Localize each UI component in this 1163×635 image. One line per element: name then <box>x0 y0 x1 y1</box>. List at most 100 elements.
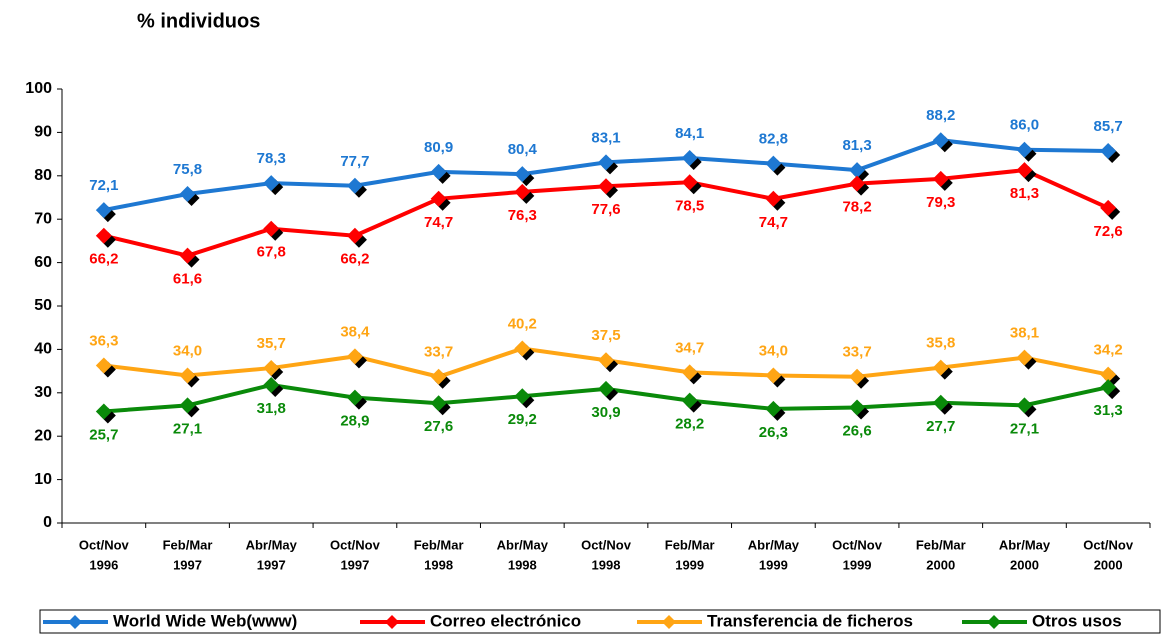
data-label: 31,3 <box>1094 402 1123 419</box>
data-label: 26,6 <box>842 423 871 440</box>
data-label: 77,6 <box>591 201 620 218</box>
data-label: 40,2 <box>508 316 537 333</box>
data-label: 38,1 <box>1010 325 1039 342</box>
data-label: 37,5 <box>591 327 620 344</box>
x-tick-label: 1998 <box>592 557 621 572</box>
data-label: 26,3 <box>759 424 788 441</box>
data-label: 74,7 <box>759 214 788 231</box>
legend-marker <box>987 615 1001 629</box>
marker <box>598 154 614 171</box>
x-tick-label: Oct/Nov <box>1083 537 1134 552</box>
marker <box>430 395 447 412</box>
marker <box>514 340 531 357</box>
marker <box>1016 397 1033 414</box>
x-tick-label: 2000 <box>926 557 955 572</box>
x-tick-label: Oct/Nov <box>581 537 632 552</box>
data-label: 81,3 <box>842 137 871 154</box>
y-tick-label: 10 <box>34 471 52 488</box>
x-tick-label: Abr/May <box>497 537 549 552</box>
marker <box>765 367 782 384</box>
y-tick-label: 20 <box>34 427 52 444</box>
marker <box>598 352 614 369</box>
data-label: 34,7 <box>675 339 704 356</box>
marker <box>1100 366 1117 383</box>
marker <box>95 357 112 374</box>
legend-box <box>39 609 1161 634</box>
marker <box>681 174 698 191</box>
x-tick-label: Oct/Nov <box>330 537 381 552</box>
marker <box>346 389 363 406</box>
data-label: 33,7 <box>842 344 871 361</box>
data-label: 35,8 <box>926 335 955 352</box>
marker <box>346 348 363 365</box>
marker <box>681 392 698 409</box>
marker <box>263 175 280 192</box>
marker <box>598 380 614 397</box>
data-label: 27,1 <box>1010 420 1039 437</box>
data-label: 34,0 <box>173 342 202 359</box>
legend-marker <box>385 615 399 629</box>
x-tick-label: Abr/May <box>246 537 298 552</box>
data-label: 36,3 <box>89 332 118 349</box>
data-label: 72,1 <box>89 177 118 194</box>
x-tick-label: 1997 <box>257 557 286 572</box>
marker <box>1100 379 1117 396</box>
data-label: 34,2 <box>1094 342 1123 359</box>
x-tick-label: 1997 <box>173 557 202 572</box>
data-label: 78,2 <box>842 199 871 216</box>
y-tick-label: 0 <box>43 514 52 531</box>
data-label: 27,7 <box>926 418 955 435</box>
marker <box>681 364 698 381</box>
x-tick-label: 1998 <box>424 557 453 572</box>
marker <box>514 183 531 200</box>
x-tick-label: Oct/Nov <box>832 537 883 552</box>
x-tick-label: 1996 <box>89 557 118 572</box>
y-tick-label: 70 <box>34 210 52 227</box>
marker <box>1016 162 1033 179</box>
marker <box>346 177 363 194</box>
data-label: 81,3 <box>1010 185 1039 202</box>
y-tick-label: 40 <box>34 341 52 358</box>
marker <box>95 403 112 420</box>
data-label: 66,2 <box>340 251 369 268</box>
legend-label: Otros usos <box>1032 611 1122 630</box>
x-tick-label: 2000 <box>1010 557 1039 572</box>
marker <box>514 388 531 405</box>
data-label: 29,2 <box>508 411 537 428</box>
data-label: 86,0 <box>1010 117 1039 134</box>
data-label: 25,7 <box>89 426 118 443</box>
data-label: 27,1 <box>173 420 202 437</box>
x-tick-label: Feb/Mar <box>163 537 213 552</box>
marker <box>1100 199 1117 216</box>
data-label: 75,8 <box>173 161 202 178</box>
y-tick-label: 100 <box>25 80 52 97</box>
marker <box>263 360 280 377</box>
y-tick-label: 80 <box>34 167 52 184</box>
data-label: 80,9 <box>424 139 453 156</box>
marker <box>849 162 866 179</box>
data-label: 34,0 <box>759 342 788 359</box>
marker <box>1016 349 1033 366</box>
marker <box>765 400 782 417</box>
marker <box>346 227 363 244</box>
data-label: 38,4 <box>340 323 370 340</box>
data-label: 27,6 <box>424 418 453 435</box>
marker <box>849 175 866 192</box>
y-tick-label: 50 <box>34 297 52 314</box>
data-label: 83,1 <box>591 129 620 146</box>
data-label: 72,6 <box>1094 223 1123 240</box>
data-label: 78,5 <box>675 197 704 214</box>
marker <box>179 397 196 414</box>
marker <box>514 166 531 183</box>
marker <box>263 220 280 237</box>
data-label: 77,7 <box>340 153 369 170</box>
data-label: 84,1 <box>675 125 704 142</box>
marker <box>179 247 196 264</box>
legend-label: Transferencia de ficheros <box>707 611 913 630</box>
y-tick-label: 90 <box>34 124 52 141</box>
chart-title: % individuos <box>137 10 260 32</box>
data-label: 76,3 <box>508 207 537 224</box>
marker <box>765 190 782 207</box>
y-tick-label: 30 <box>34 384 52 401</box>
